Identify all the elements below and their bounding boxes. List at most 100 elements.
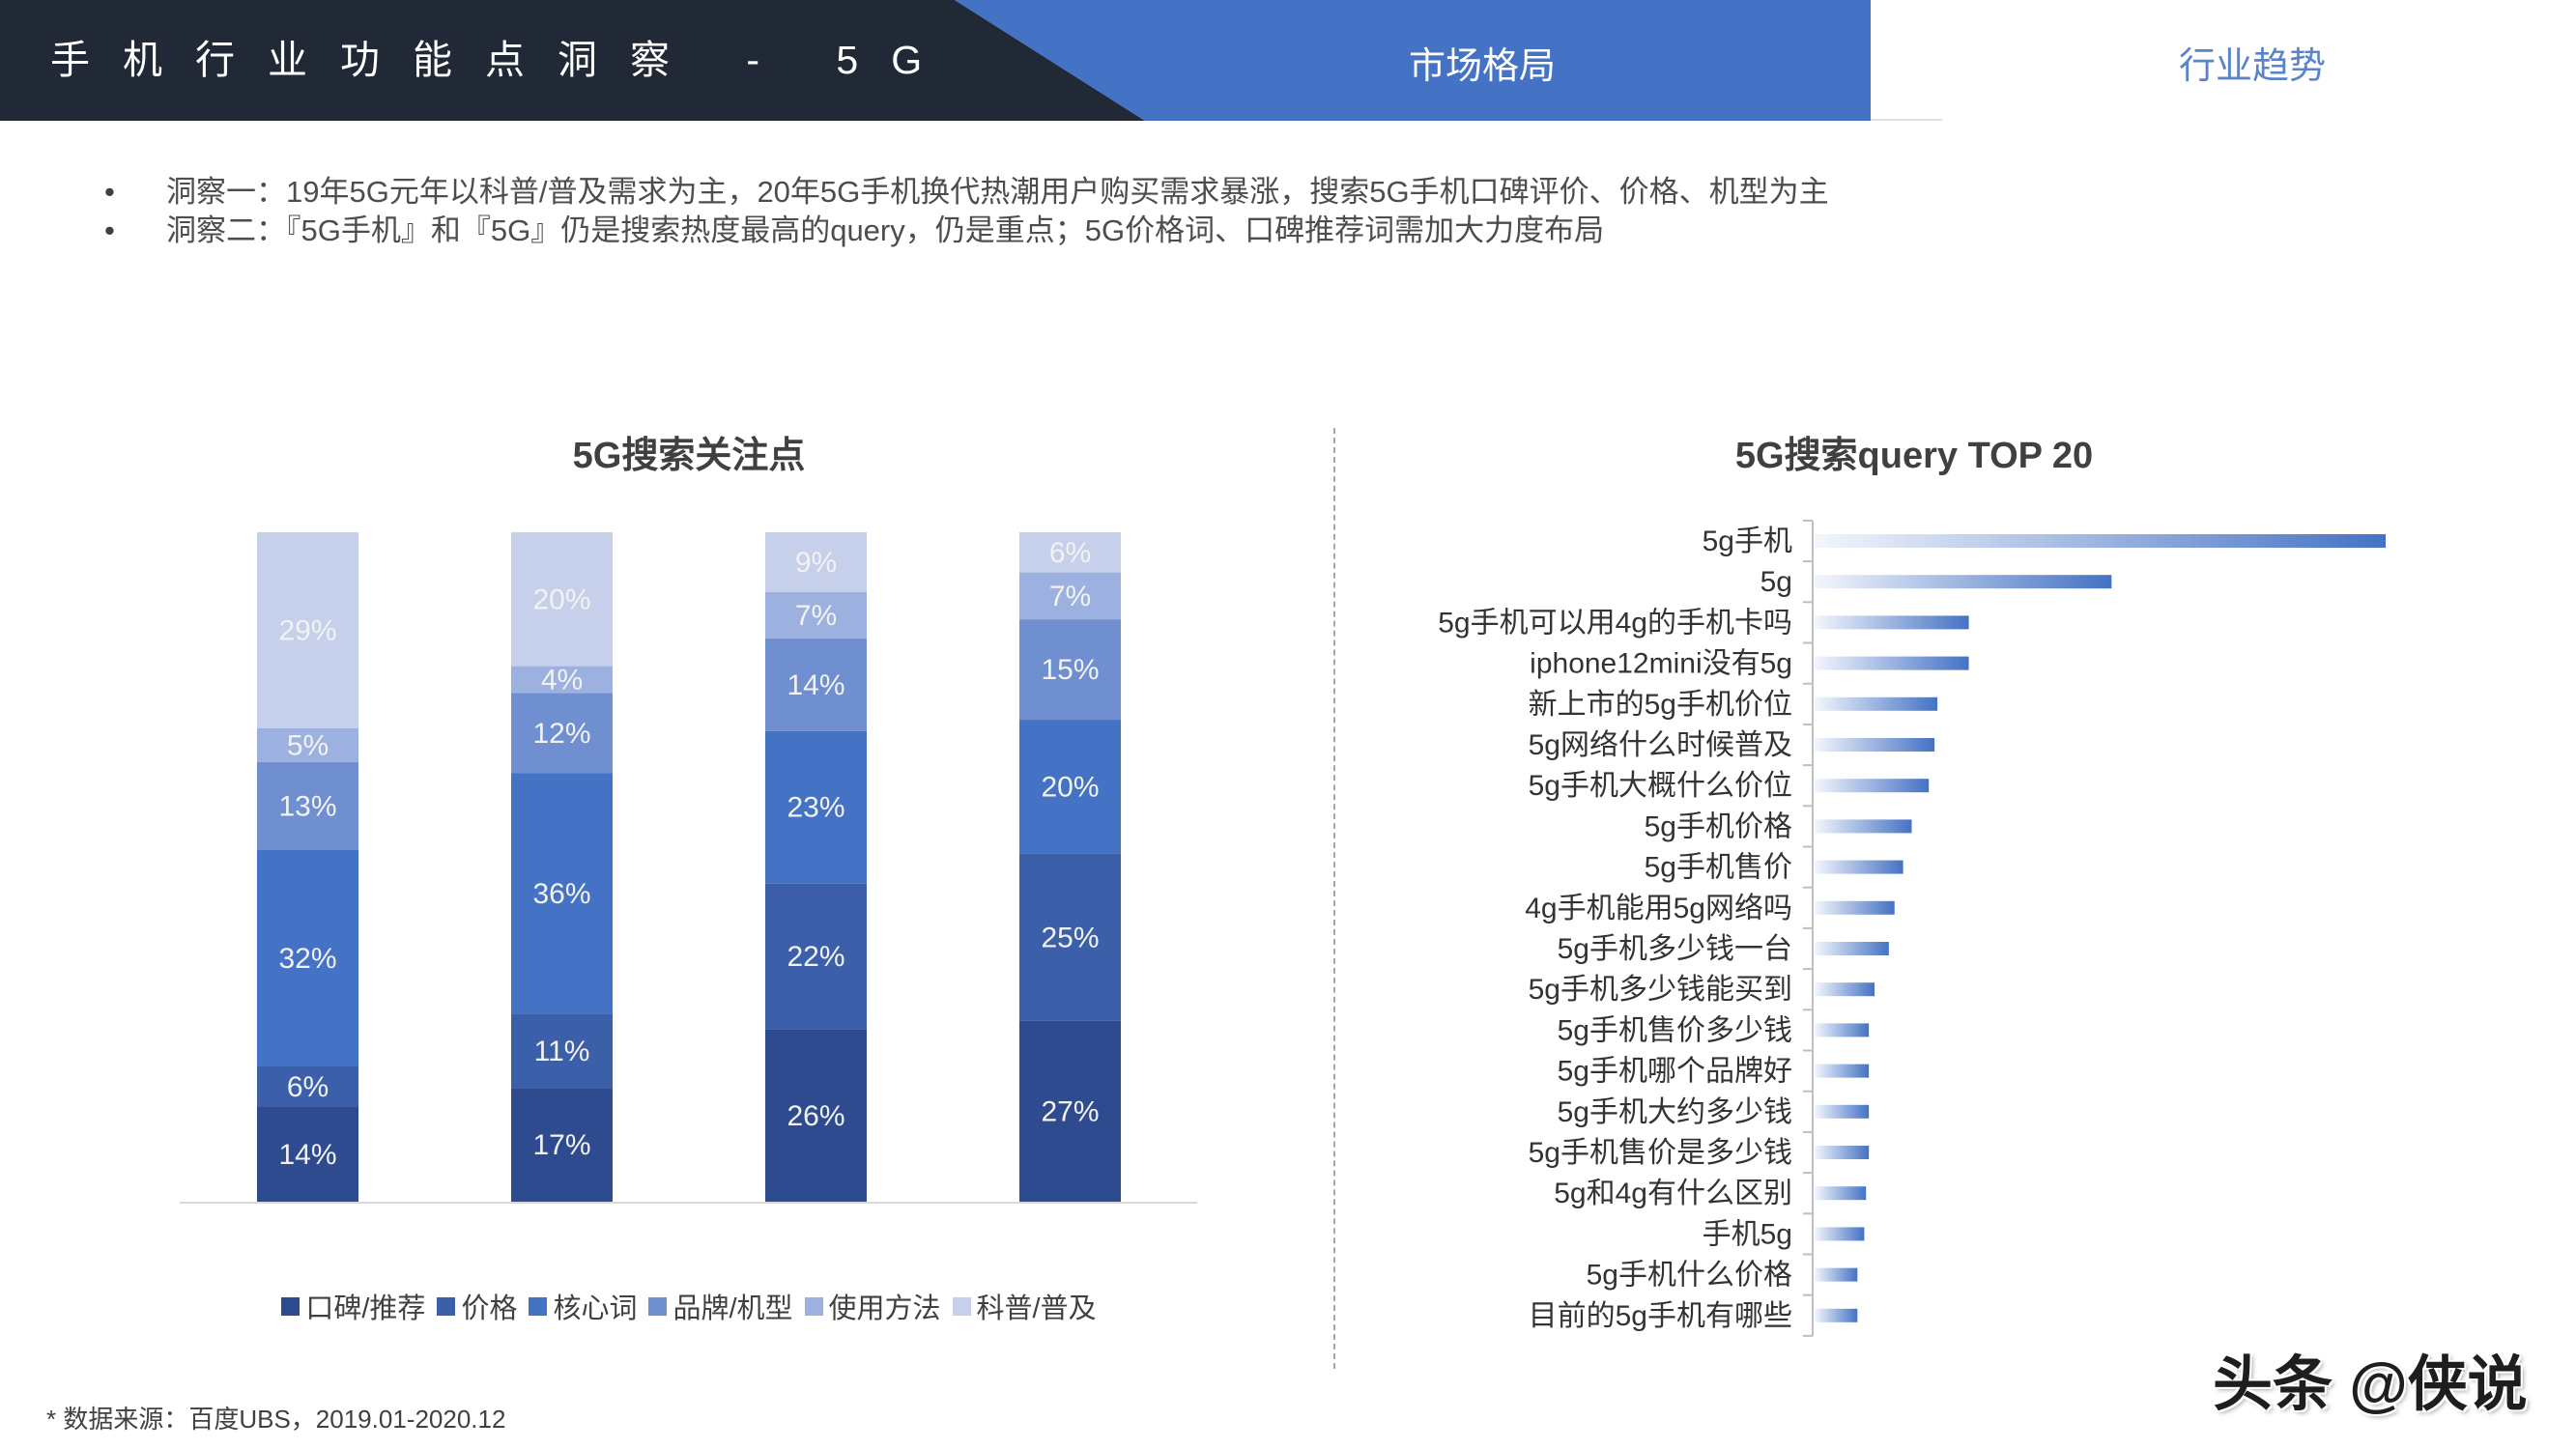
insight-text: 洞察二：『5G手机』和『5G』仍是搜索热度最高的query，仍是重点；5G价格词… [166, 213, 1605, 247]
query-chart-title: 5G搜索query TOP 20 [1734, 436, 2094, 476]
chart-divider [1333, 428, 1335, 1369]
bar-segment [1019, 720, 1121, 854]
bar-value-suffix: % [565, 1129, 591, 1161]
bar-value-suffix: % [812, 547, 838, 579]
bar-value-suffix: % [311, 1139, 337, 1171]
header-title-panel [0, 0, 1145, 121]
bar-segment [1019, 532, 1121, 573]
bar-segment [765, 883, 867, 1030]
bar-value-suffix: % [558, 664, 584, 696]
bar-value-suffix: % [311, 791, 337, 823]
query-label: 5g手机售价多少钱 [1558, 1014, 1792, 1046]
bar-segment [1019, 1020, 1121, 1202]
header-active-tab-panel [955, 0, 1871, 121]
bar-value-label: 14% [787, 669, 844, 701]
bar-value-label: 20% [532, 583, 590, 615]
query-bar [1815, 1186, 1867, 1201]
bar-value-label: 32% [278, 943, 336, 975]
query-bar [1815, 696, 1938, 711]
query-label: 5g [1760, 566, 1792, 598]
insight-item: • 洞察二：『5G手机』和『5G』仍是搜索热度最高的query，仍是重点；5G价… [0, 212, 2576, 250]
bar-value-label: 22% [787, 941, 844, 973]
query-label: 目前的5g手机有哪些 [1529, 1300, 1792, 1332]
bar-value-label: 7% [795, 600, 837, 632]
bar-value-label: 12% [532, 718, 590, 750]
bar-value-suffix: % [1073, 771, 1100, 803]
query-bar [1815, 982, 1875, 997]
bar-value-suffix: % [1073, 1095, 1100, 1127]
bar-value-label: 4% [541, 664, 583, 696]
legend-swatch [952, 1296, 971, 1316]
bar-value-suffix: % [565, 718, 591, 750]
query-bar [1815, 900, 1895, 915]
query-bar [1815, 860, 1903, 874]
bar-segment [257, 728, 358, 762]
bar-segment [511, 1088, 613, 1202]
stacked-bar-chart: 14%6%32%13%5%29%17%11%36%12%4%20%26%22%2… [180, 532, 1197, 1204]
tab-market-landscape[interactable]: 市场格局 [1408, 46, 1556, 87]
query-bar [1815, 656, 1969, 670]
bar-value-suffix: % [1073, 654, 1100, 686]
stacked-bar: 14%6%32%13%5%29% [257, 532, 358, 1202]
bar-value-label: 5% [287, 730, 329, 762]
bar-value-label: 14% [278, 1139, 336, 1171]
stacked-bar: 17%11%36%12%4%20% [511, 532, 613, 1202]
query-bar [1815, 1146, 1870, 1159]
bar-value-number: 6 [1049, 537, 1066, 569]
bar-value-number: 7 [1049, 581, 1066, 612]
bar-value-label: 25% [1041, 922, 1099, 953]
bullet-icon: • [104, 213, 115, 247]
legend-item: 核心词 [529, 1286, 637, 1326]
bar-value-label: 26% [787, 1100, 844, 1132]
stacked-chart-title: 5G搜索关注点 [572, 436, 806, 476]
query-bar [1815, 534, 2386, 548]
header-bar [0, 0, 1942, 121]
bar-segment [511, 693, 613, 774]
bar-value-suffix: % [812, 600, 838, 632]
query-label: 5g手机多少钱能买到 [1529, 974, 1792, 1006]
bar-value-suffix: % [1066, 581, 1092, 612]
bar-segment [765, 638, 867, 731]
bar-value-label: 15% [1041, 654, 1099, 686]
bar-value-suffix: % [311, 615, 337, 647]
stacked-chart-legend: 口碑/推荐 价格 核心词 品牌/机型 使用方法 科普/普及 [145, 1285, 1233, 1327]
legend-swatch [804, 1296, 823, 1316]
bar-value-label: 20% [1041, 771, 1099, 803]
insight-item: • 洞察一：19年5G元年以科普/普及需求为主，20年5G手机换代热潮用户购买需… [0, 173, 2576, 212]
bar-value-number: 25 [1041, 922, 1073, 953]
legend-swatch [437, 1296, 456, 1316]
query-label: 5g手机大概什么价位 [1529, 770, 1792, 802]
tab-industry-trend[interactable]: 行业趋势 [2178, 46, 2326, 87]
bar-segment [511, 1013, 613, 1089]
bar-value-number: 14 [278, 1139, 310, 1171]
query-label: 5g手机大约多少钱 [1558, 1096, 1792, 1128]
query-label: 5g手机哪个品牌好 [1558, 1056, 1792, 1088]
query-label: 5g手机售价 [1645, 852, 1792, 884]
bar-segment [257, 850, 358, 1066]
insight-text: 洞察一：19年5G元年以科普/普及需求为主，20年5G手机换代热潮用户购买需求暴… [166, 175, 1829, 209]
bar-value-suffix: % [564, 1036, 590, 1067]
bar-value-label: 6% [287, 1071, 329, 1103]
legend-item: 价格 [437, 1286, 517, 1326]
query-label: 5g手机多少钱一台 [1558, 933, 1792, 965]
legend-label: 价格 [461, 1293, 518, 1324]
legend-item: 口碑/推荐 [281, 1286, 425, 1326]
bar-value-label: 9% [795, 547, 837, 579]
bar-segment [511, 532, 613, 667]
query-label: 5g手机什么价格 [1587, 1260, 1792, 1292]
bar-segment [765, 532, 867, 592]
query-bar [1815, 615, 1969, 630]
data-source-note: * 数据来源：百度UBS，2019.01-2020.12 [46, 1405, 506, 1434]
bar-value-number: 22 [787, 941, 818, 973]
bar-value-suffix: % [303, 730, 329, 762]
bar-value-number: 14 [787, 669, 818, 701]
query-bar [1815, 575, 2112, 589]
bar-value-number: 13 [278, 791, 310, 823]
legend-item: 使用方法 [804, 1286, 941, 1326]
query-bar [1815, 738, 1935, 752]
bar-value-number: 20 [1041, 771, 1073, 803]
legend-swatch [281, 1296, 301, 1316]
query-bar [1815, 819, 1912, 834]
bar-segment [765, 730, 867, 884]
bar-value-number: 4 [541, 664, 558, 696]
